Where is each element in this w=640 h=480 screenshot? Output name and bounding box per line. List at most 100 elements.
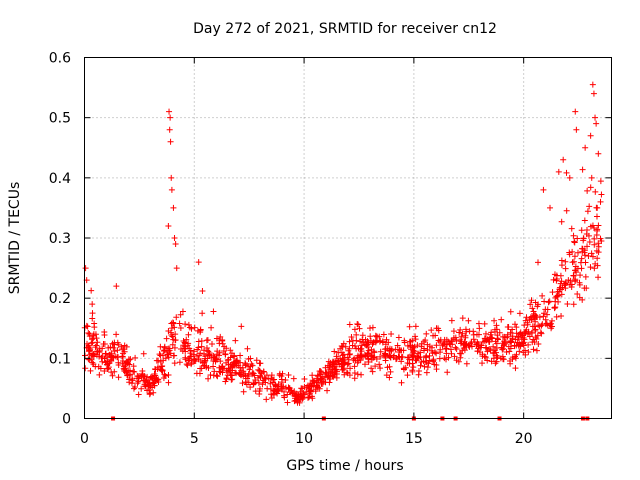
data-point [588, 174, 595, 181]
data-point [299, 385, 306, 392]
data-point [105, 364, 112, 371]
data-point [418, 340, 425, 347]
data-point [598, 191, 605, 198]
data-point [237, 359, 244, 366]
data-point [501, 341, 508, 348]
data-point [480, 338, 487, 345]
data-point [314, 383, 321, 390]
data-point [453, 346, 460, 353]
data-point [191, 348, 198, 355]
data-point [150, 389, 157, 396]
data-point [521, 336, 528, 343]
data-point [591, 225, 598, 232]
data-point [493, 349, 500, 356]
data-point [413, 357, 420, 364]
data-point [188, 353, 195, 360]
data-point [241, 370, 248, 377]
data-point [412, 323, 419, 330]
data-point [129, 375, 136, 382]
data-point [376, 361, 383, 368]
data-point [176, 359, 183, 366]
data-point [595, 222, 602, 229]
data-point [395, 334, 402, 341]
data-point [115, 374, 122, 381]
data-point [282, 376, 289, 383]
data-point [111, 348, 118, 355]
data-point [562, 280, 569, 287]
data-point [425, 360, 432, 367]
data-point [578, 227, 585, 234]
data-point [163, 335, 170, 342]
y-tick-label: 0.3 [49, 231, 71, 247]
data-point [382, 353, 389, 360]
data-point [226, 369, 233, 376]
data-point [574, 290, 581, 297]
data-point [421, 345, 428, 352]
data-point [511, 343, 518, 350]
data-point [225, 366, 232, 373]
data-point [431, 349, 438, 356]
data-point [426, 357, 433, 364]
data-point [393, 355, 400, 362]
data-point [488, 334, 495, 341]
data-point [222, 378, 229, 385]
data-point [301, 391, 308, 398]
data-point [309, 395, 316, 402]
data-point [486, 345, 493, 352]
data-point [195, 338, 202, 345]
data-point [593, 213, 600, 220]
data-point [562, 265, 569, 272]
data-point [205, 348, 212, 355]
data-point [553, 275, 560, 282]
data-point [101, 355, 108, 362]
data-point [492, 338, 499, 345]
data-point [354, 354, 361, 361]
data-point [210, 363, 217, 370]
data-point [529, 323, 536, 330]
data-point [171, 235, 178, 241]
data-point [138, 385, 145, 392]
data-point [347, 365, 354, 372]
data-point [165, 371, 172, 378]
data-point [540, 313, 547, 320]
data-point [548, 320, 555, 327]
data-point [346, 321, 353, 328]
data-point [539, 292, 546, 299]
data-point [180, 337, 187, 344]
data-point [182, 321, 189, 328]
data-point [451, 353, 458, 360]
data-point [199, 288, 206, 295]
data-point [571, 253, 578, 260]
data-point [428, 347, 435, 354]
y-tick-label: 0 [62, 412, 71, 428]
data-point [560, 156, 567, 163]
data-point [256, 360, 263, 367]
data-point [165, 222, 172, 229]
data-point [210, 308, 217, 315]
data-point [203, 337, 210, 344]
data-point [558, 278, 565, 285]
data-point [595, 240, 602, 247]
data-point [182, 354, 189, 361]
data-point [173, 314, 180, 321]
data-point [370, 348, 377, 355]
data-point [372, 332, 379, 339]
x-tick-label: 5 [190, 431, 199, 447]
data-point [220, 347, 227, 354]
data-point [113, 331, 120, 338]
data-point [433, 342, 440, 349]
data-point [586, 203, 593, 210]
data-point [511, 353, 518, 360]
data-point [589, 81, 596, 88]
data-point [309, 372, 316, 379]
data-point [482, 354, 489, 361]
data-point [120, 346, 127, 353]
data-point [576, 294, 583, 301]
data-point [167, 138, 174, 145]
data-point [206, 352, 213, 359]
data-point [214, 373, 221, 380]
data-point [505, 324, 512, 331]
data-point [212, 358, 219, 365]
data-point [363, 342, 370, 349]
data-point [590, 90, 597, 97]
